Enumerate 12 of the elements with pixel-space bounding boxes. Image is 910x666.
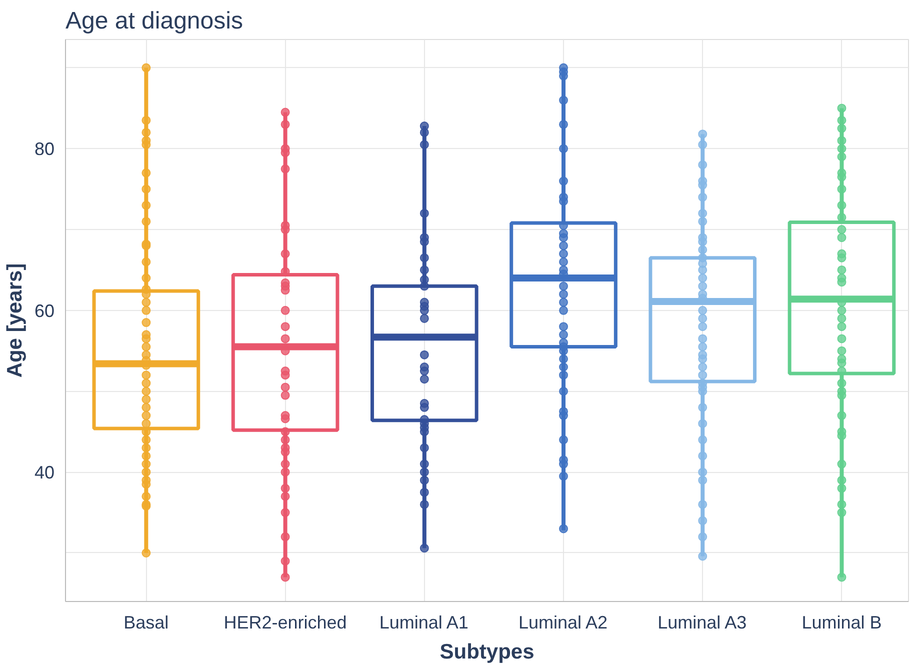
- x-tick-label: Luminal B: [802, 612, 882, 632]
- x-tick-label: Luminal A3: [658, 612, 747, 632]
- y-tick-label: 80: [34, 139, 55, 160]
- chart-title: Age at diagnosis: [66, 8, 243, 34]
- x-tick-label: Luminal A2: [518, 612, 608, 632]
- x-tick-label: HER2-enriched: [224, 612, 347, 632]
- x-tick-label: Basal: [124, 612, 169, 632]
- y-tick-label: 40: [34, 462, 55, 483]
- y-axis-title: Age [years]: [3, 263, 26, 378]
- x-axis-title: Subtypes: [440, 640, 534, 664]
- y-tick-label: 60: [34, 300, 55, 321]
- x-tick-label: Luminal A1: [379, 612, 468, 632]
